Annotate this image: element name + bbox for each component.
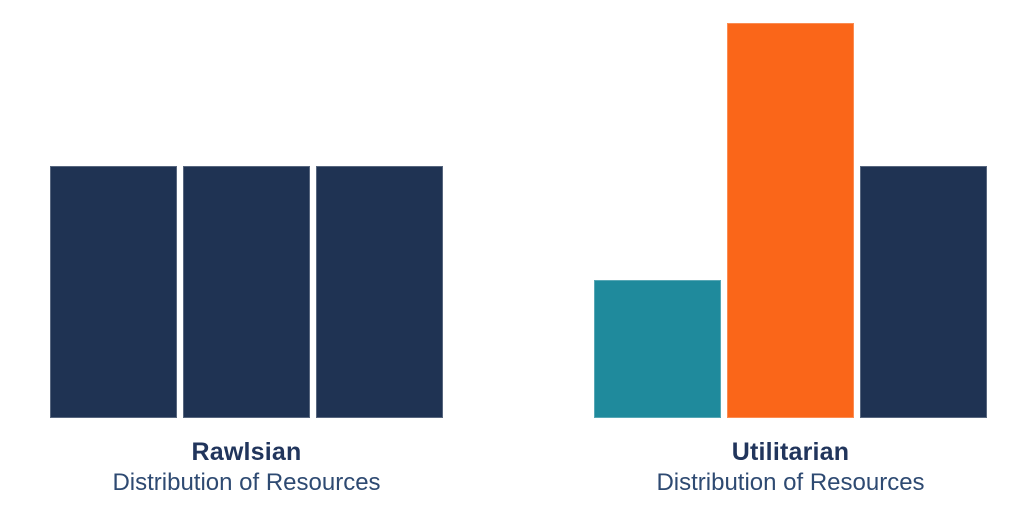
utilitarian-bar-2: [727, 23, 854, 418]
utilitarian-bar-1: [594, 280, 721, 418]
rawlsian-chart-title: Rawlsian: [191, 438, 302, 466]
rawlsian-bar-2: [183, 166, 310, 418]
utilitarian-label-group: Utilitarian Distribution of Resources: [594, 437, 987, 497]
rawlsian-label-group: Rawlsian Distribution of Resources: [50, 437, 443, 497]
utilitarian-chart-title: Utilitarian: [731, 438, 850, 466]
rawlsian-bar-3: [316, 166, 443, 418]
rawlsian-chart-subtitle: Distribution of Resources: [112, 468, 381, 496]
utilitarian-bars-group: [594, 23, 987, 418]
utilitarian-bar-3: [860, 166, 987, 418]
utilitarian-chart-subtitle: Distribution of Resources: [656, 468, 925, 496]
rawlsian-bars-group: [50, 23, 443, 418]
rawlsian-bar-1: [50, 166, 177, 418]
